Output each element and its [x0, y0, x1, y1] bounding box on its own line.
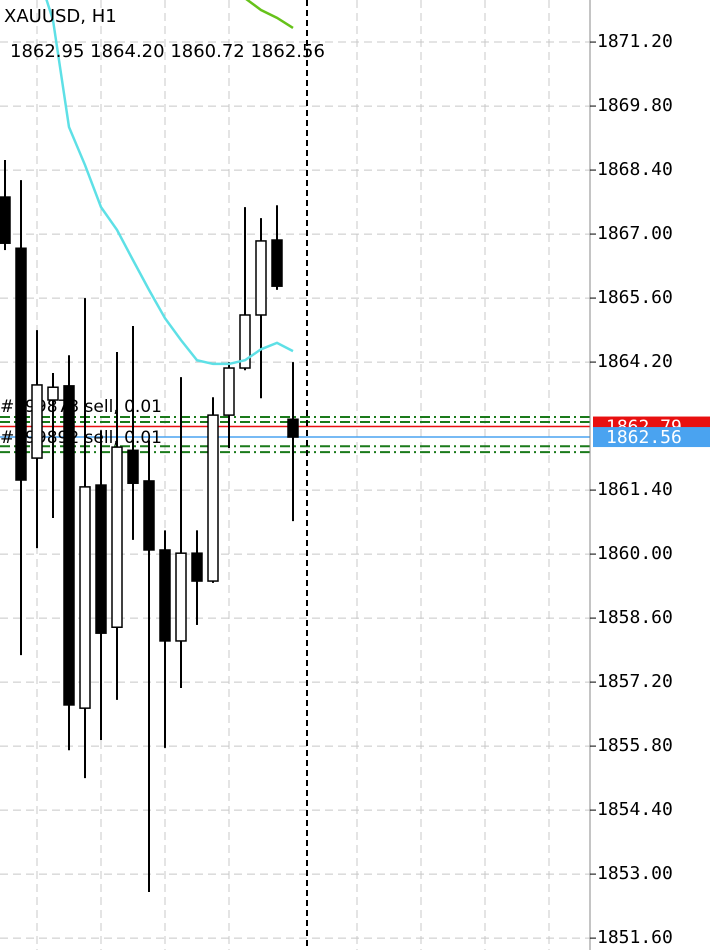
candle-body: [0, 196, 11, 244]
candle-body: [191, 552, 203, 582]
y-tick-label: 1865.60: [597, 287, 673, 308]
candle-body: [207, 414, 219, 582]
ohlc-text: 1862.95 1864.20 1860.72 1862.56: [10, 41, 325, 62]
chart-title: XAUUSD, H1: [4, 6, 117, 27]
y-tick-label: 1854.40: [597, 799, 673, 820]
candle-body: [47, 386, 59, 401]
candle-body: [15, 247, 27, 481]
candle-body: [239, 314, 251, 369]
y-tick-label: 1853.00: [597, 863, 673, 884]
y-tick-label: 1871.20: [597, 31, 673, 52]
ask-label: 1862.56: [606, 427, 682, 448]
candle-body: [63, 385, 75, 706]
grid: [0, 0, 590, 950]
indicator-line: [245, 0, 294, 29]
candle-body: [127, 449, 139, 484]
y-tick-label: 1857.20: [597, 671, 673, 692]
candle-body: [111, 446, 123, 628]
candle-body: [223, 367, 235, 416]
candle-body: [175, 552, 187, 642]
y-tick-label: 1858.60: [597, 607, 673, 628]
candle-body: [31, 384, 43, 459]
y-tick-label: 1861.40: [597, 479, 673, 500]
y-tick-label: 1851.60: [597, 927, 673, 948]
price-axis: 1871.20 1869.80 1868.40 1867.00 1865.60 1864.…: [590, 31, 710, 948]
candle-body: [255, 240, 267, 316]
y-tick-label: 1864.20: [597, 351, 673, 372]
y-tick-label: 1868.40: [597, 159, 673, 180]
y-tick-label: 1860.00: [597, 543, 673, 564]
candle-body: [95, 484, 107, 634]
indicator-line: [45, 0, 294, 366]
plot-area: #599873 sell, 0.01#599892 sell, 0.01: [0, 0, 590, 892]
ask-box: [593, 427, 710, 448]
y-tick-label: 1867.00: [597, 223, 673, 244]
candle-body: [79, 486, 91, 709]
candle-body: [287, 418, 299, 438]
candle-body: [143, 480, 155, 551]
candle-body: [159, 549, 171, 642]
candle-body: [271, 239, 283, 287]
y-tick-label: 1855.80: [597, 735, 673, 756]
y-tick-label: 1869.80: [597, 95, 673, 116]
